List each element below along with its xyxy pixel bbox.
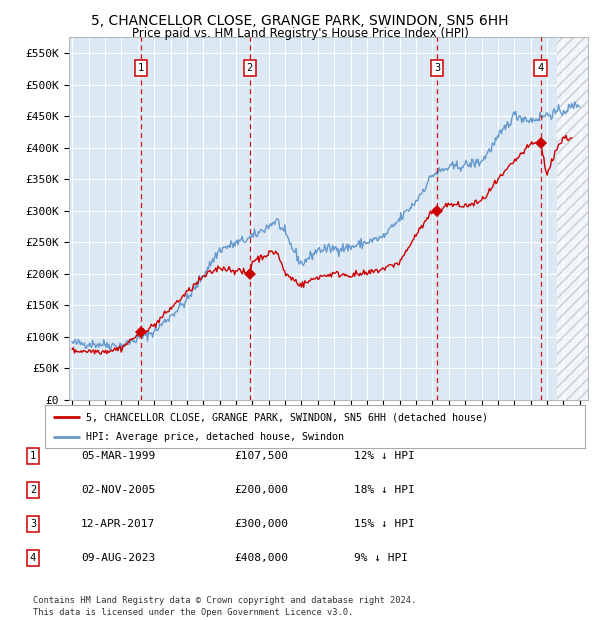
Bar xyxy=(557,37,588,400)
Text: £300,000: £300,000 xyxy=(234,519,288,529)
Text: 9% ↓ HPI: 9% ↓ HPI xyxy=(354,553,408,563)
Text: 4: 4 xyxy=(30,553,36,563)
Text: 18% ↓ HPI: 18% ↓ HPI xyxy=(354,485,415,495)
Bar xyxy=(557,37,588,400)
Text: 15% ↓ HPI: 15% ↓ HPI xyxy=(354,519,415,529)
Text: 5, CHANCELLOR CLOSE, GRANGE PARK, SWINDON, SN5 6HH (detached house): 5, CHANCELLOR CLOSE, GRANGE PARK, SWINDO… xyxy=(86,412,487,422)
Text: 2: 2 xyxy=(247,63,253,73)
Text: 09-AUG-2023: 09-AUG-2023 xyxy=(81,553,155,563)
Text: Contains HM Land Registry data © Crown copyright and database right 2024.
This d: Contains HM Land Registry data © Crown c… xyxy=(33,596,416,617)
Text: 05-MAR-1999: 05-MAR-1999 xyxy=(81,451,155,461)
Text: 02-NOV-2005: 02-NOV-2005 xyxy=(81,485,155,495)
Text: 1: 1 xyxy=(137,63,144,73)
Text: 4: 4 xyxy=(538,63,544,73)
Text: £408,000: £408,000 xyxy=(234,553,288,563)
Text: 3: 3 xyxy=(30,519,36,529)
Text: 1: 1 xyxy=(30,451,36,461)
Text: Price paid vs. HM Land Registry's House Price Index (HPI): Price paid vs. HM Land Registry's House … xyxy=(131,27,469,40)
Text: 5, CHANCELLOR CLOSE, GRANGE PARK, SWINDON, SN5 6HH: 5, CHANCELLOR CLOSE, GRANGE PARK, SWINDO… xyxy=(91,14,509,28)
Text: 12% ↓ HPI: 12% ↓ HPI xyxy=(354,451,415,461)
Text: 3: 3 xyxy=(434,63,440,73)
Text: £107,500: £107,500 xyxy=(234,451,288,461)
Text: £200,000: £200,000 xyxy=(234,485,288,495)
Text: 2: 2 xyxy=(30,485,36,495)
Text: HPI: Average price, detached house, Swindon: HPI: Average price, detached house, Swin… xyxy=(86,432,343,442)
Text: 12-APR-2017: 12-APR-2017 xyxy=(81,519,155,529)
